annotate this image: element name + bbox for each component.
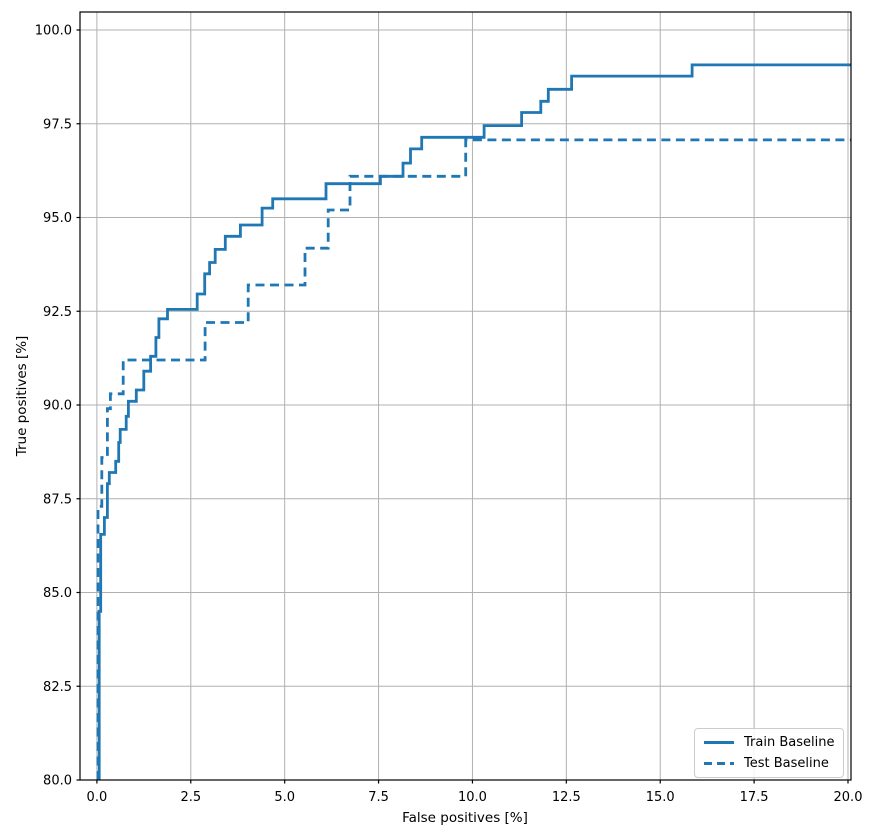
y-tick-label: 90.0 bbox=[43, 399, 72, 414]
y-tick-label: 85.0 bbox=[43, 586, 72, 601]
y-tick-label: 87.5 bbox=[43, 492, 72, 507]
y-tick-label: 100.0 bbox=[35, 24, 72, 39]
y-tick-label: 97.5 bbox=[43, 117, 72, 132]
x-tick-label: 15.0 bbox=[646, 790, 675, 805]
x-tick-label: 10.0 bbox=[458, 790, 487, 805]
legend-item: Train Baseline bbox=[704, 735, 834, 750]
y-tick-label: 80.0 bbox=[43, 774, 72, 789]
series-train-baseline-line bbox=[97, 63, 851, 780]
x-tick-label: 7.5 bbox=[368, 790, 389, 805]
x-tick-label: 12.5 bbox=[552, 790, 581, 805]
legend-line-solid-icon bbox=[704, 741, 734, 744]
legend-item: Test Baseline bbox=[704, 756, 834, 771]
y-tick-label: 82.5 bbox=[43, 680, 72, 695]
x-tick-label: 5.0 bbox=[274, 790, 295, 805]
series-test-baseline-line bbox=[96, 138, 851, 780]
x-tick-label: 17.5 bbox=[740, 790, 769, 805]
y-axis-label: True positives [%] bbox=[14, 336, 30, 458]
gridlines bbox=[80, 12, 851, 781]
x-tick-label: 0.0 bbox=[87, 790, 108, 805]
x-tick-label: 20.0 bbox=[834, 790, 863, 805]
plot-frame bbox=[79, 11, 852, 781]
x-tick-label: 2.5 bbox=[180, 790, 201, 805]
legend-line-dashed-icon bbox=[704, 762, 734, 765]
y-tick-label: 95.0 bbox=[43, 211, 72, 226]
legend-item-label: Train Baseline bbox=[744, 735, 835, 750]
y-tick-label: 92.5 bbox=[43, 305, 72, 320]
legend-item-label: Test Baseline bbox=[744, 756, 829, 771]
x-axis-label: False positives [%] bbox=[402, 810, 528, 826]
axis-ticks: 0.0 2.5 5.0 7.5 10.0 12.5 15.0 17.5 20.0 80.0 82.5… bbox=[35, 24, 863, 806]
series-lines bbox=[96, 63, 851, 780]
legend: Train Baseline Test Baseline bbox=[694, 728, 844, 778]
